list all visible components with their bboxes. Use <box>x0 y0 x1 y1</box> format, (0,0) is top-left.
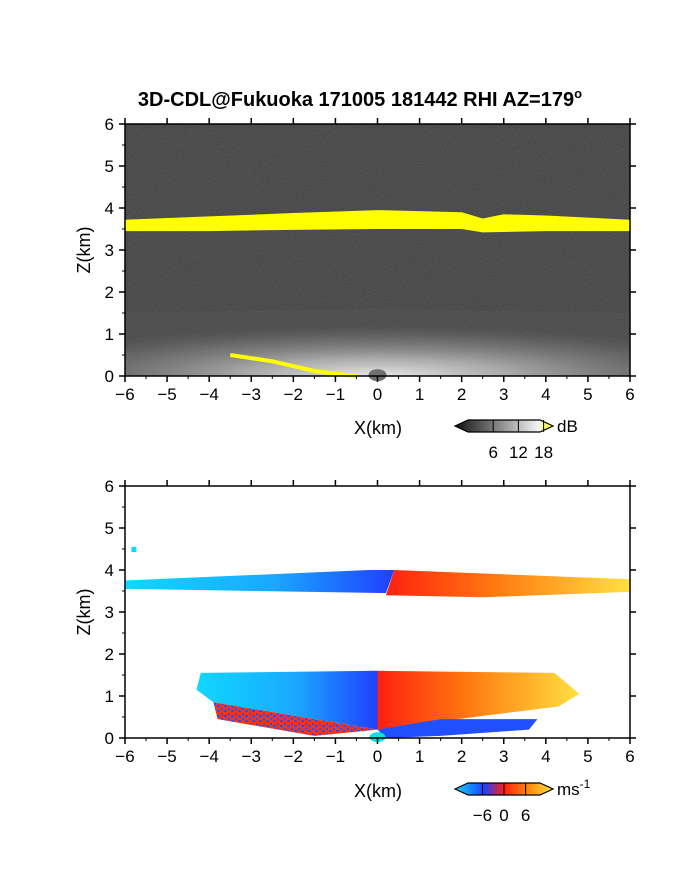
doppler-colorbar-tick-label: 6 <box>521 806 530 825</box>
backscatter-colorbar-tick-label: 12 <box>509 443 528 462</box>
doppler-colorbar: ms-1 −6 0 6 <box>453 777 591 825</box>
doppler-ytick-label: 6 <box>105 477 114 496</box>
backscatter-xtick-label: −2 <box>284 385 303 404</box>
surface-echo-line <box>229 353 357 378</box>
backscatter-xtick-label: 1 <box>415 385 424 404</box>
doppler-axes: −6 −5 −4 −3 −2 −1 0 1 2 3 4 5 6 0 1 2 3 4 5 6 <box>105 477 636 766</box>
backscatter-xtick-label: −1 <box>326 385 345 404</box>
doppler-xtick-label: 4 <box>541 747 550 766</box>
doppler-ytick-label: 0 <box>105 729 114 748</box>
backscatter-colorbar: dB 6 12 18 <box>453 417 578 462</box>
doppler-colorbar-tick-label: −6 <box>473 806 492 825</box>
cloud-layer-receding <box>385 570 630 598</box>
backscatter-ytick-label: 3 <box>105 241 114 260</box>
doppler-xtick-label: −2 <box>284 747 303 766</box>
doppler-xtick-label: 0 <box>373 747 382 766</box>
cloud-layer-approaching <box>125 570 395 594</box>
doppler-xlabel: X(km) <box>354 781 402 801</box>
doppler-xtick-label: 1 <box>415 747 424 766</box>
boundary-layer-receding <box>377 670 580 730</box>
doppler-xtick-label: −1 <box>326 747 345 766</box>
backscatter-axes: −6 −5 −4 −3 −2 −1 0 1 2 3 4 5 6 0 1 2 3 4 5 6 <box>105 115 636 404</box>
backscatter-ytick-label: 5 <box>105 157 114 176</box>
doppler-xtick-label: −4 <box>199 747 218 766</box>
backscatter-xtick-label: 5 <box>583 385 592 404</box>
isolated-echo <box>131 547 137 552</box>
doppler-ylabel: Z(km) <box>74 589 94 636</box>
boundary-layer-low-receding <box>213 702 378 736</box>
boundary-layer-low-approaching <box>377 719 538 738</box>
backscatter-xtick-label: 6 <box>625 385 634 404</box>
backscatter-xtick-label: 4 <box>541 385 550 404</box>
chart-title: 3D-CDL@Fukuoka 171005 181442 RHI AZ=179o <box>138 86 582 111</box>
backscatter-colorbar-tick-label: 6 <box>488 443 497 462</box>
doppler-colorbar-tick-label: 0 <box>499 806 508 825</box>
doppler-xtick-label: −3 <box>242 747 261 766</box>
doppler-ytick-label: 1 <box>105 687 114 706</box>
backscatter-xtick-label: −6 <box>115 385 134 404</box>
backscatter-colorbar-tick-label: 18 <box>534 443 553 462</box>
doppler-xtick-label: 6 <box>625 747 634 766</box>
backscatter-ylabel: Z(km) <box>74 227 94 274</box>
doppler-ytick-label: 5 <box>105 519 114 538</box>
backscatter-xtick-label: −5 <box>157 385 176 404</box>
backscatter-ytick-label: 2 <box>105 283 114 302</box>
doppler-xtick-label: 5 <box>583 747 592 766</box>
backscatter-xtick-label: 3 <box>499 385 508 404</box>
doppler-xtick-label: −6 <box>115 747 134 766</box>
cloud-layer-echo <box>125 210 630 233</box>
doppler-ytick-label: 3 <box>105 603 114 622</box>
doppler-xtick-label: 3 <box>499 747 508 766</box>
backscatter-ytick-label: 4 <box>105 199 114 218</box>
doppler-ytick-label: 2 <box>105 645 114 664</box>
backscatter-colorbar-unit: dB <box>557 417 578 436</box>
backscatter-ytick-label: 1 <box>105 325 114 344</box>
radar-site-echo <box>368 369 387 382</box>
backscatter-ytick-label: 0 <box>105 367 114 386</box>
radar-site-echo <box>369 732 386 743</box>
doppler-xtick-label: 2 <box>457 747 466 766</box>
doppler-ytick-label: 4 <box>105 561 114 580</box>
backscatter-xtick-label: 0 <box>373 385 382 404</box>
boundary-layer-approaching <box>196 670 378 730</box>
doppler-colorbar-unit: ms-1 <box>557 777 591 799</box>
backscatter-xtick-label: −3 <box>242 385 261 404</box>
doppler-xtick-label: −5 <box>157 747 176 766</box>
backscatter-xtick-label: −4 <box>199 385 218 404</box>
backscatter-xlabel: X(km) <box>354 418 402 438</box>
boundary-layer-echo <box>125 308 630 376</box>
backscatter-ytick-label: 6 <box>105 115 114 134</box>
backscatter-xtick-label: 2 <box>457 385 466 404</box>
